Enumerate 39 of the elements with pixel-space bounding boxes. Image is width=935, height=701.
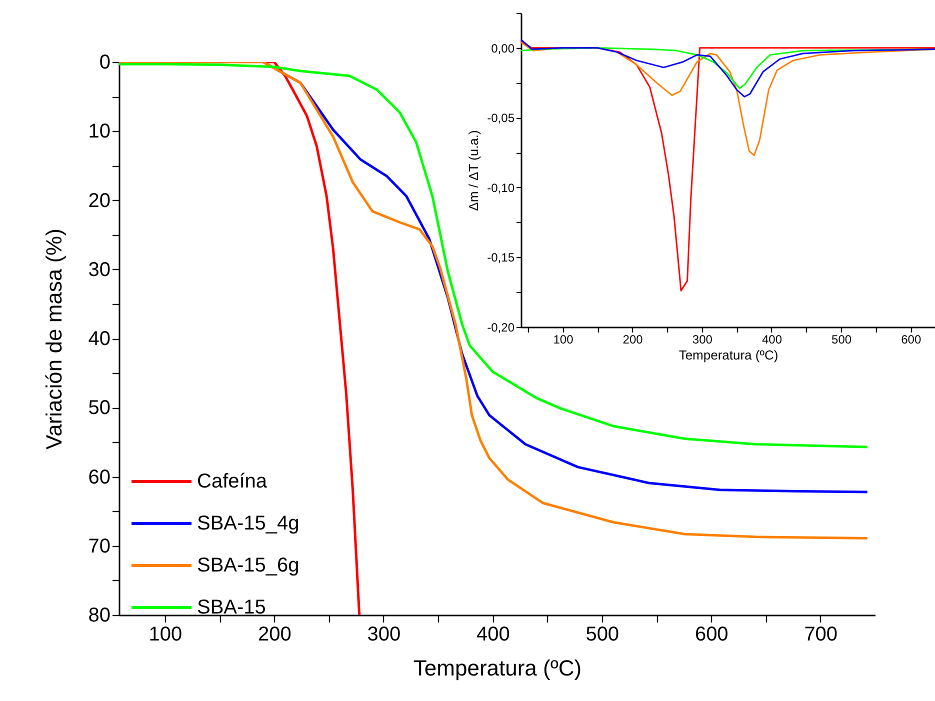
y-axis-title: Variación de masa (%): [41, 228, 66, 450]
x-tick-label: 100: [553, 332, 574, 346]
x-axis-title: Temperatura (ºC): [678, 348, 778, 362]
line-series: [119, 62, 869, 448]
x-tick-label: 700: [804, 624, 838, 646]
y-tick-label: 10: [88, 120, 110, 143]
x-tick-label: 300: [367, 624, 401, 646]
y-tick-label: 60: [88, 466, 110, 488]
x-axis-title: Temperatura (ºC): [413, 656, 582, 680]
y-tick-label: -0,10: [487, 180, 515, 195]
x-tick-label: 200: [622, 332, 644, 346]
legend-label: SBA-15: [197, 596, 266, 618]
x-tick-label: 100: [148, 624, 182, 646]
x-tick-label: 400: [762, 332, 782, 346]
x-tick-label: 400: [476, 624, 510, 646]
y-axis-title: Δm / ΔT (u.a.): [466, 130, 482, 211]
line-series: [520, 38, 935, 98]
line-series: [119, 62, 869, 540]
y-tick-label: 40: [88, 328, 110, 350]
y-tick-label: 20: [88, 190, 110, 212]
x-tick-label: 600: [694, 624, 728, 646]
y-tick-label: 70: [88, 535, 110, 558]
x-tick-label: 500: [832, 332, 852, 346]
x-tick-label: 200: [258, 624, 292, 646]
y-tick-label: -0,20: [487, 320, 515, 334]
y-tick-label: 30: [88, 258, 110, 281]
x-tick-label: 300: [692, 332, 713, 346]
y-tick-label: 0,00: [491, 41, 515, 56]
y-tick-label: 80: [88, 604, 110, 626]
y-tick-label: 50: [88, 397, 110, 420]
y-tick-label: -0,05: [487, 111, 515, 126]
line-series: [520, 40, 935, 292]
y-tick-label: 0: [99, 52, 110, 74]
x-tick-label: 500: [586, 624, 620, 646]
legend-label: SBA-15_4g: [197, 512, 300, 534]
legend-label: Cafeína: [197, 470, 268, 492]
legend-label: SBA-15_6g: [197, 554, 300, 576]
x-tick-label: 600: [901, 332, 922, 346]
y-tick-label: -0,15: [487, 250, 515, 265]
